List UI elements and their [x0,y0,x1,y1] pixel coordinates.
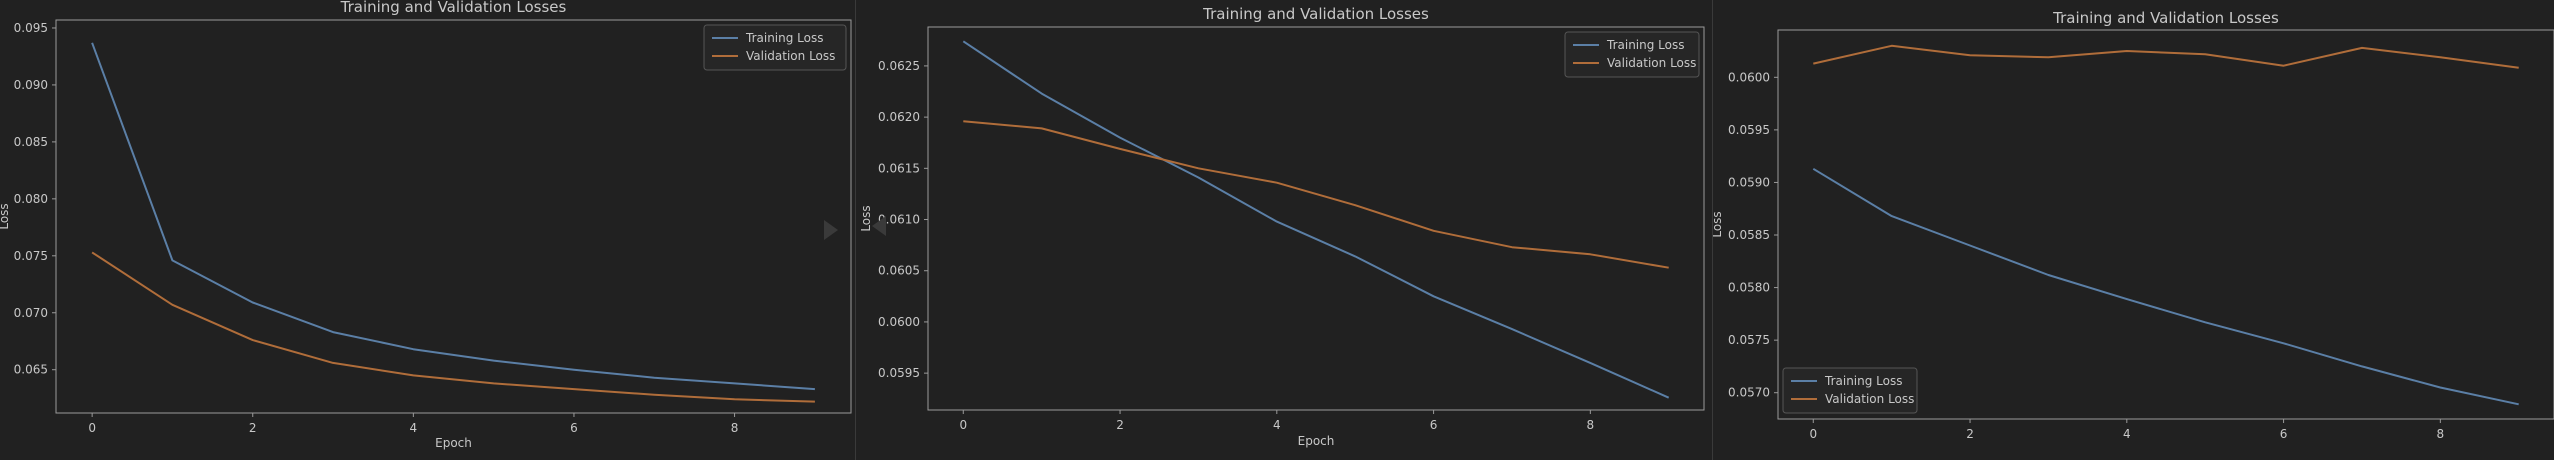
panel-divider [1712,0,1713,460]
y-tick-label: 0.070 [14,306,48,320]
x-tick-label: 4 [410,421,418,435]
y-tick-label: 0.0585 [1728,228,1770,242]
legend-box [703,24,847,71]
chart-legend: Training Loss Validation Loss [1782,367,1918,414]
y-tick-label: 0.0620 [878,110,920,124]
y-tick-label: 0.080 [14,192,48,206]
chart-title: Training and Validation Losses [340,0,567,16]
y-tick-label: 0.065 [14,363,48,377]
training-loss-line [962,40,1670,399]
x-tick-label: 2 [249,421,257,435]
training-loss-line [1812,167,2519,406]
y-tick-label: 0.0575 [1728,333,1770,347]
legend-training-label: Training Loss [1606,38,1684,52]
y-tick-label: 0.0610 [878,213,920,227]
chart-panel-2: Training and Validation Losses 0 2 4 6 8 0.059… [856,0,1712,460]
x-tick-label: 6 [1430,418,1438,432]
chart-title: Training and Validation Losses [1202,5,1429,23]
x-tick-label: 0 [959,418,967,432]
validation-loss-line [1813,44,2519,69]
panel-divider [855,0,856,460]
y-tick-label: 0.0570 [1728,386,1770,400]
plot-area-frame [927,26,1705,411]
legend-training-label: Training Loss [1824,374,1902,388]
x-tick-label: 0 [88,421,96,435]
y-tick-label: 0.0595 [1728,123,1770,137]
y-tick-label: 0.0600 [878,315,920,329]
loss-chart-3: Training and Validation Losses 0 2 4 6 8 0.057… [1713,9,2554,441]
chart-panel-3: Training and Validation Losses 0 2 4 6 8 0.057… [1713,0,2554,460]
x-tick-label: 0 [1809,427,1817,441]
triangle-left-icon[interactable] [872,216,886,236]
loss-chart-2: Training and Validation Losses 0 2 4 6 8 0.059… [859,5,1705,448]
chart-legend: Training Loss Validation Loss [703,24,847,71]
x-axis-label: Epoch [435,436,472,450]
x-tick-label: 8 [1587,418,1595,432]
legend-box [1782,367,1918,414]
x-tick-label: 4 [1273,418,1281,432]
y-tick-label: 0.0600 [1728,70,1770,84]
legend-validation-label: Validation Loss [1607,56,1696,70]
legend-validation-label: Validation Loss [1825,392,1914,406]
y-tick-label: 0.085 [14,135,48,149]
plot-area-frame [1777,29,2554,420]
plot-area-frame [55,19,852,414]
x-tick-label: 8 [731,421,739,435]
y-axis-label: Loss [0,203,11,229]
chart-legend: Training Loss Validation Loss [1564,31,1700,78]
y-tick-label: 0.0590 [1728,175,1770,189]
y-tick-label: 0.0595 [878,366,920,380]
legend-training-label: Training Loss [745,31,823,45]
y-tick-label: 0.0580 [1728,281,1770,295]
chart-panel-1: Training and Validation Losses 0 2 4 6 8 0.065… [0,0,855,460]
y-tick-label: 0.0615 [878,161,920,175]
y-tick-label: 0.0625 [878,59,920,73]
x-tick-label: 4 [2123,427,2131,441]
y-axis-label: Loss [1713,211,1724,237]
validation-loss-line [963,120,1669,269]
y-tick-label: 0.0605 [878,264,920,278]
x-axis-label: Epoch [1298,434,1335,448]
y-tick-label: 0.095 [14,21,48,35]
y-axis-label: Loss [859,205,873,231]
training-loss-line [91,42,815,391]
x-tick-label: 8 [2437,427,2445,441]
loss-chart-1: Training and Validation Losses 0 2 4 6 8 0.065… [0,0,852,450]
chart-title: Training and Validation Losses [2052,9,2279,27]
x-tick-label: 6 [2280,427,2288,441]
validation-loss-line [91,251,815,403]
y-tick-label: 0.075 [14,249,48,263]
x-tick-label: 6 [570,421,578,435]
x-tick-label: 2 [1966,427,1974,441]
y-tick-label: 0.090 [14,78,48,92]
legend-validation-label: Validation Loss [746,49,835,63]
x-tick-label: 2 [1116,418,1124,432]
triangle-right-icon[interactable] [824,220,838,240]
legend-box [1564,31,1700,78]
